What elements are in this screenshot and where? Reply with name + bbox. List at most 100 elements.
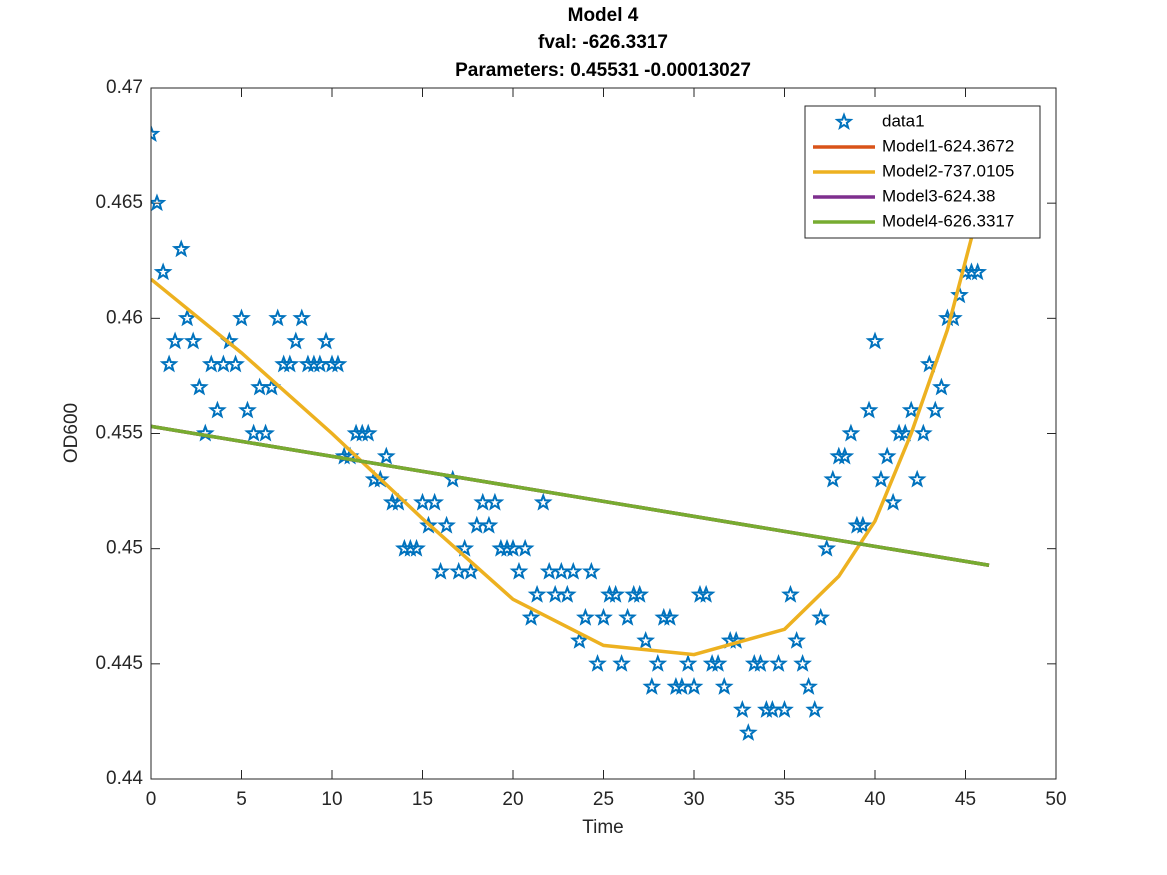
data-point: [431, 561, 450, 580]
y-axis-label: OD600: [61, 403, 82, 463]
data-point: [151, 124, 161, 143]
x-tick-label: 45: [955, 789, 976, 810]
data-point: [183, 331, 203, 350]
x-tick-label: 0: [146, 789, 157, 810]
data-point: [751, 653, 770, 672]
axes-box: [150, 87, 1057, 780]
x-tick-label: 15: [412, 789, 433, 810]
x-tick-label: 40: [864, 789, 885, 810]
data-point: [660, 607, 680, 626]
y-tick-label: 0.44: [106, 768, 143, 789]
x-tick-label: 50: [1045, 789, 1066, 810]
legend-label: Model2-737.0105: [882, 161, 1014, 180]
data-point: [268, 308, 288, 327]
data-point: [557, 584, 577, 603]
data-point: [606, 584, 625, 603]
data-point: [769, 653, 788, 672]
data-point: [883, 492, 903, 511]
legend-label: Model3-624.38: [882, 186, 995, 205]
model-line: [151, 191, 986, 657]
data-point: [630, 584, 650, 603]
data-point: [636, 630, 656, 649]
data-point: [286, 331, 306, 350]
legend-label: data1: [882, 111, 925, 130]
data-point: [799, 677, 818, 695]
y-tick-label: 0.465: [95, 192, 143, 213]
data-point: [835, 446, 855, 465]
data-point: [678, 653, 698, 672]
data-point: [521, 607, 541, 626]
data-point: [407, 538, 426, 557]
y-tick-label: 0.455: [95, 423, 143, 444]
data-point: [153, 262, 173, 281]
data-point: [256, 423, 275, 442]
data-point: [358, 423, 378, 442]
chart-title: Model 4: [568, 5, 639, 26]
data-point: [817, 538, 837, 557]
data-point: [684, 677, 704, 695]
data-point: [738, 723, 758, 741]
data-point: [950, 285, 969, 304]
data-point: [823, 469, 843, 488]
data-point: [612, 653, 631, 672]
data-point: [570, 630, 589, 649]
data-point: [479, 515, 499, 534]
data-point: [913, 423, 933, 442]
data-point: [708, 653, 728, 672]
data-point: [376, 446, 396, 465]
data-point: [932, 377, 951, 396]
data-point: [419, 515, 438, 534]
data-point: [437, 515, 456, 534]
data-point: [793, 653, 812, 672]
data-point: [811, 607, 831, 626]
legend-label: Model1-624.3672: [882, 136, 1014, 155]
data-point: [805, 700, 825, 718]
x-tick-label: 25: [593, 789, 614, 810]
data-point: [968, 262, 987, 281]
data-point: [781, 584, 800, 603]
data-point: [208, 400, 227, 419]
x-tick-label: 5: [236, 789, 247, 810]
data-point: [328, 354, 348, 373]
data-point: [563, 561, 583, 580]
data-point: [714, 677, 734, 695]
data-point: [316, 331, 336, 350]
data-point: [901, 400, 921, 419]
x-tick-label: 10: [321, 789, 342, 810]
data-point: [576, 607, 595, 626]
data-point: [151, 193, 167, 212]
data-point: [292, 308, 312, 327]
data-point: [588, 653, 607, 672]
x-tick-label: 20: [502, 789, 523, 810]
data-point: [853, 515, 873, 534]
data-point: [461, 561, 481, 580]
data-point: [455, 538, 475, 557]
data-point: [280, 354, 300, 373]
y-tick-label: 0.47: [106, 77, 143, 98]
data-point: [177, 308, 197, 327]
data-point: [533, 492, 553, 511]
data-point: [159, 354, 179, 373]
data-point: [696, 584, 716, 603]
data-point: [859, 400, 879, 419]
data-point: [226, 354, 245, 373]
data-point: [582, 561, 601, 580]
y-tick-label: 0.46: [106, 307, 143, 328]
chart-subtitle: Parameters: 0.45531 -0.00013027: [455, 60, 751, 81]
data-point: [925, 400, 945, 419]
chart-subtitle: fval: -626.3317: [538, 32, 668, 53]
x-axis-label: Time: [582, 817, 624, 838]
data-point: [877, 446, 897, 465]
data-point: [944, 308, 963, 327]
data-point: [775, 700, 794, 718]
data-point: [165, 331, 185, 350]
data-point: [841, 423, 861, 442]
data-point: [509, 561, 529, 580]
legend-marker: [834, 112, 854, 130]
data-point: [907, 469, 927, 488]
data-point: [787, 630, 806, 649]
x-tick-label: 30: [683, 789, 704, 810]
data-point: [171, 239, 191, 258]
